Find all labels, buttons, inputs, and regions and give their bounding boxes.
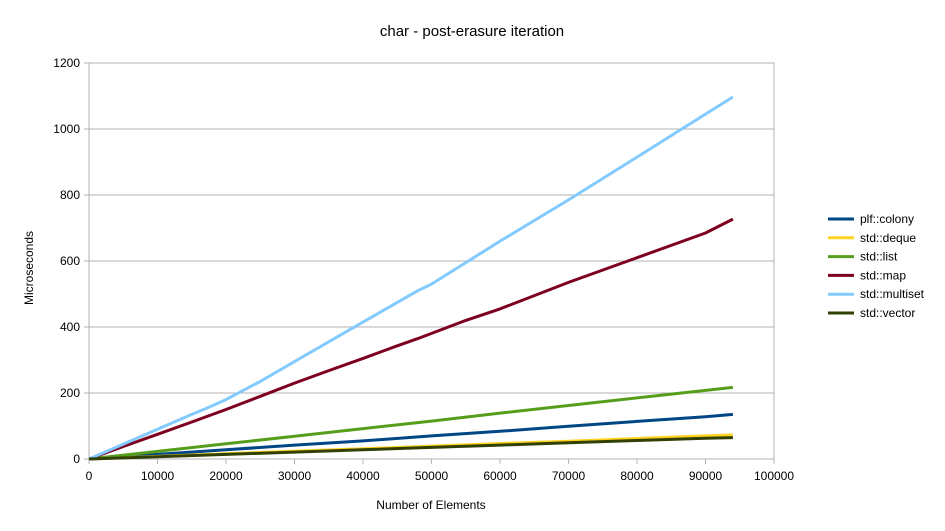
y-tick-label: 200	[60, 386, 80, 400]
legend-label-plf-colony: plf::colony	[860, 212, 914, 226]
series-line-std-map	[88, 217, 734, 461]
x-axis-ticks: 0 10000 20000 30000 40000 50000 60000 70000 8000…	[86, 459, 794, 483]
y-axis-label: Microseconds	[22, 231, 36, 305]
y-tick-label: 400	[60, 320, 80, 334]
y-axis-ticks: 0 200 400 600 800 1000 1200	[53, 56, 89, 466]
series-line-std-multiset	[88, 95, 734, 461]
chart-title: char - post-erasure iteration	[380, 23, 564, 40]
x-tick-label: 30000	[278, 469, 312, 483]
legend-label-std-vector: std::vector	[860, 306, 915, 320]
series-lines	[88, 95, 734, 461]
x-tick-label: 90000	[689, 469, 723, 483]
y-tick-label: 0	[73, 452, 80, 466]
x-tick-label: 80000	[620, 469, 654, 483]
y-tick-label: 1000	[53, 122, 80, 136]
x-tick-label: 0	[86, 469, 93, 483]
legend-label-std-list: std::list	[860, 250, 898, 264]
series-line-plf-colony	[88, 412, 734, 461]
y-tick-label: 600	[60, 254, 80, 268]
x-tick-label: 40000	[346, 469, 380, 483]
x-tick-label: 60000	[483, 469, 517, 483]
legend-label-std-map: std::map	[860, 268, 906, 282]
legend-label-std-deque: std::deque	[860, 231, 916, 245]
x-tick-label: 100000	[754, 469, 794, 483]
series-line-std-list	[88, 385, 734, 461]
series-line-std-vector	[88, 436, 733, 461]
x-axis-label: Number of Elements	[376, 498, 485, 512]
x-tick-label: 50000	[415, 469, 449, 483]
x-tick-label: 70000	[552, 469, 586, 483]
x-tick-label: 10000	[141, 469, 175, 483]
x-tick-label: 20000	[209, 469, 243, 483]
legend-label-std-multiset: std::multiset	[860, 287, 925, 301]
y-tick-label: 800	[60, 188, 80, 202]
y-tick-label: 1200	[53, 56, 80, 70]
legend: plf::colonystd::dequestd::liststd::mapst…	[828, 212, 925, 320]
